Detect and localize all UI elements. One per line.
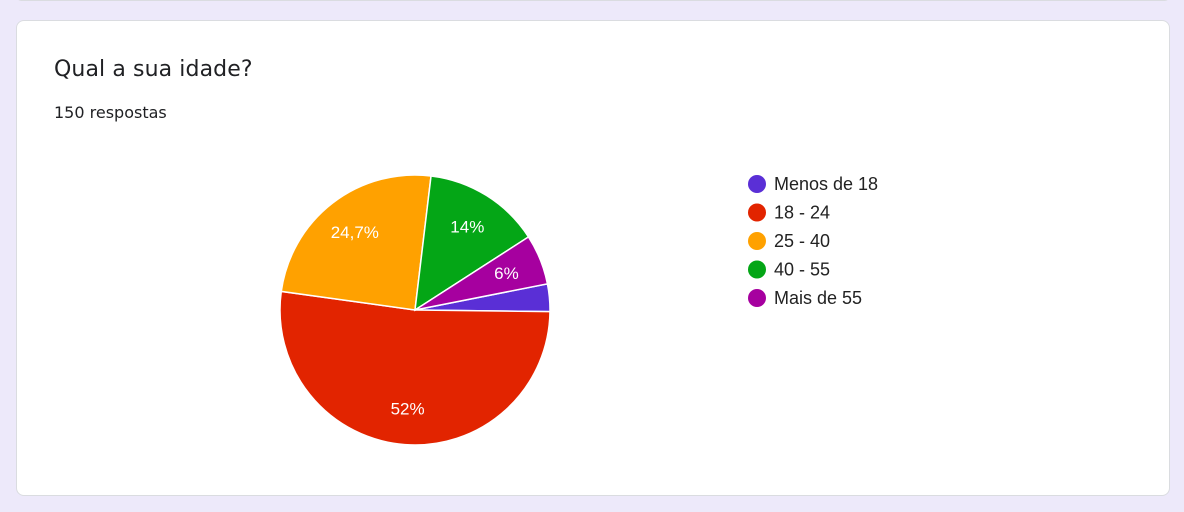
legend-label-4[interactable]: 40 - 55 (774, 260, 830, 280)
pie-slices (279, 174, 551, 446)
pie-slice-5[interactable] (414, 235, 549, 311)
legend-label-2[interactable]: 18 - 24 (774, 203, 830, 223)
response-count: 150 respostas (54, 103, 167, 122)
legend-swatch-5 (748, 289, 766, 307)
question-title: Qual a sua idade? (54, 57, 253, 82)
chart-legend: Menos de 18 18 - 24 25 - 40 40 - 55 Mais de … (748, 174, 878, 308)
legend-label-5[interactable]: Mais de 55 (774, 288, 862, 308)
legend-label-1[interactable]: Menos de 18 (774, 174, 878, 194)
pie-chart: 52% 24,7% 14% 6% Menos de 18 18 - 24 25 - 40 4… (279, 174, 878, 446)
pie-slice-3[interactable] (280, 174, 432, 311)
legend-swatch-3 (748, 232, 766, 250)
legend-swatch-2 (748, 203, 766, 222)
slice-label-5: 6% (494, 264, 519, 283)
slice-label-3: 24,7% (331, 223, 379, 242)
slice-label-2: 52% (391, 399, 425, 418)
legend-swatch-4 (748, 260, 766, 279)
slice-label-4: 14% (450, 217, 484, 236)
previous-card (16, 0, 1170, 1)
legend-label-3[interactable]: 25 - 40 (774, 231, 830, 251)
pie-labels: 52% 24,7% 14% 6% (331, 217, 519, 418)
legend-swatch-1 (748, 175, 766, 193)
pie-slice-2[interactable] (279, 290, 551, 446)
pie-slice-4[interactable] (414, 175, 530, 312)
question-card: Qual a sua idade? 150 respostas 52% 24,7%… (16, 20, 1170, 496)
